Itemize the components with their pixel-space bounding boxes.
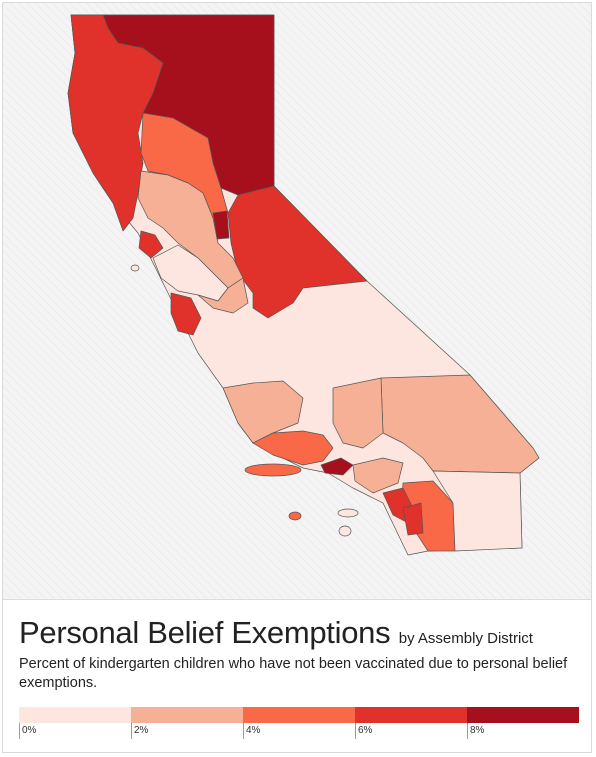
island-santa-cruz[interactable] bbox=[244, 463, 302, 477]
legend-swatch-2 bbox=[243, 707, 355, 723]
island-san-nicolas[interactable] bbox=[288, 511, 302, 521]
california-map bbox=[67, 14, 540, 556]
legend-swatch-1 bbox=[131, 707, 243, 723]
district-sierra[interactable] bbox=[227, 185, 368, 319]
district-santa-cruz[interactable] bbox=[170, 292, 202, 336]
district-north-coast[interactable] bbox=[67, 14, 164, 232]
legend-swatch-3 bbox=[355, 707, 467, 723]
legend-tick-label: 8% bbox=[467, 723, 484, 739]
district-riverside[interactable] bbox=[432, 470, 523, 552]
map-subtitle: by Assembly District bbox=[398, 630, 533, 647]
island-catalina[interactable] bbox=[337, 508, 359, 518]
district-santa-barbara[interactable] bbox=[252, 430, 334, 466]
legend-ticks: 0% 2% 4% 6% 8% bbox=[19, 723, 579, 743]
map-area bbox=[3, 3, 591, 600]
island-farallon[interactable] bbox=[130, 264, 140, 272]
title-row: Personal Belief Exemptions by Assembly D… bbox=[19, 615, 579, 651]
legend-tick-label: 4% bbox=[243, 723, 260, 739]
district-marin[interactable] bbox=[138, 230, 164, 259]
legend-swatch-4 bbox=[467, 707, 579, 723]
map-title: Personal Belief Exemptions bbox=[19, 615, 391, 650]
district-malibu[interactable] bbox=[320, 457, 354, 476]
district-kern[interactable] bbox=[332, 377, 384, 449]
district-bay-east[interactable] bbox=[197, 277, 249, 314]
district-la-basin[interactable] bbox=[352, 457, 404, 494]
legend-tick-label: 0% bbox=[19, 723, 36, 739]
legend-tick-label: 2% bbox=[131, 723, 148, 739]
legend-color-bar bbox=[19, 707, 579, 723]
district-sacramento-dark[interactable] bbox=[212, 210, 230, 240]
map-description: Percent of kindergarten children who hav… bbox=[19, 656, 568, 691]
legend-swatch-0 bbox=[19, 707, 131, 723]
district-east-san-diego[interactable] bbox=[402, 502, 424, 536]
district-central-coast[interactable] bbox=[222, 380, 304, 444]
island-san-clemente[interactable] bbox=[338, 525, 352, 537]
legend-tick-label: 6% bbox=[355, 723, 372, 739]
